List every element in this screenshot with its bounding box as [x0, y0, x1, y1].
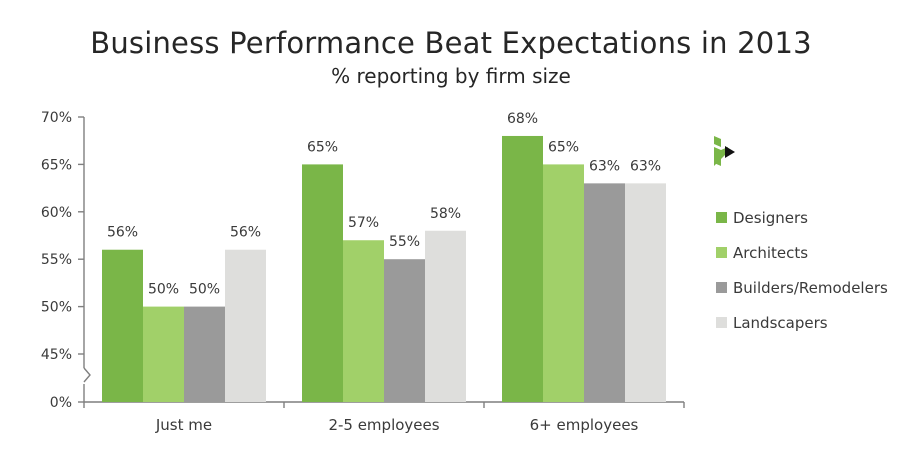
bars — [102, 135, 666, 402]
legend-swatch — [716, 282, 727, 293]
legend-swatch — [716, 212, 727, 223]
data-label: 63% — [630, 158, 661, 174]
axes: 0% 45% 50% 55% 60% 65% 70% Just me 2-5 employees… — [41, 110, 685, 434]
data-label: 68% — [507, 111, 538, 127]
bar — [543, 164, 584, 402]
x-tick-label: 2-5 employees — [328, 416, 439, 434]
x-tick-label: 6+ employees — [530, 416, 639, 434]
data-label: 50% — [189, 282, 220, 298]
y-tick-label: 45% — [41, 347, 72, 363]
bar — [143, 306, 184, 402]
bar — [102, 249, 143, 402]
y-tick-label: 60% — [41, 205, 72, 221]
bar — [425, 230, 466, 402]
houzz-logo-icon — [714, 136, 735, 166]
legend-label: Builders/Remodelers — [733, 279, 888, 297]
legend-label: Architects — [733, 244, 808, 262]
y-axis-break — [83, 367, 91, 383]
data-label: 56% — [230, 225, 261, 241]
y-tick-label: 65% — [41, 157, 72, 173]
data-label: 65% — [307, 139, 338, 155]
bar — [384, 259, 425, 402]
y-tick-label: 70% — [41, 110, 72, 126]
data-label: 50% — [148, 282, 179, 298]
legend-swatch — [716, 247, 727, 258]
data-label: 63% — [589, 158, 620, 174]
bar — [502, 135, 543, 402]
y-tick-label: 55% — [41, 252, 72, 268]
data-label: 65% — [548, 139, 579, 155]
data-label: 55% — [389, 234, 420, 250]
y-tick-label: 0% — [50, 395, 72, 411]
legend-label: Designers — [733, 209, 808, 227]
bar — [584, 183, 625, 402]
bar — [184, 306, 225, 402]
data-labels: 56% 50% 50% 56% 65% 57% 55% 58% 68% 65% 63% 63% — [107, 111, 661, 298]
bar — [343, 240, 384, 402]
chart-subtitle: % reporting by firm size — [331, 64, 571, 88]
bar — [302, 164, 343, 402]
bar — [625, 183, 666, 402]
data-label: 57% — [348, 215, 379, 231]
bar — [225, 249, 266, 402]
legend: Designers Architects Builders/Remodelers La… — [716, 209, 888, 332]
data-label: 56% — [107, 225, 138, 241]
x-tick-label: Just me — [155, 416, 212, 434]
legend-label: Landscapers — [733, 314, 828, 332]
y-tick-label: 50% — [41, 300, 72, 316]
legend-swatch — [716, 317, 727, 328]
chart-title: Business Performance Beat Expectations i… — [90, 26, 812, 60]
data-label: 58% — [430, 206, 461, 222]
